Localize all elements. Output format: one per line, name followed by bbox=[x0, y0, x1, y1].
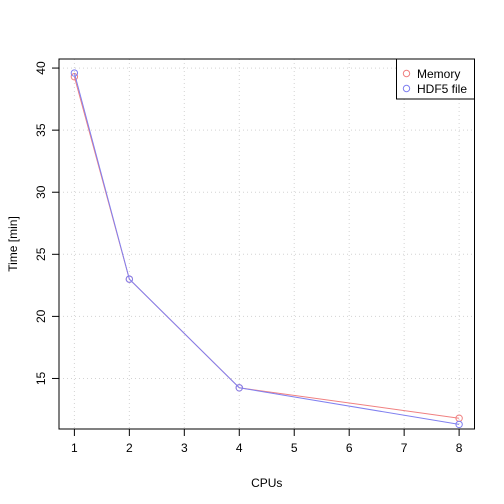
legend-label-memory: Memory bbox=[417, 67, 460, 81]
x-tick-label: 3 bbox=[181, 441, 188, 455]
x-tick-label: 4 bbox=[236, 441, 243, 455]
legend-box bbox=[396, 58, 475, 100]
series-point-1 bbox=[235, 384, 243, 392]
series-point-1 bbox=[70, 69, 79, 77]
y-tick-label: 15 bbox=[34, 371, 48, 385]
x-tick-label: 5 bbox=[291, 441, 298, 455]
y-tick-label: 30 bbox=[34, 185, 48, 199]
y-tick-label: 25 bbox=[34, 247, 48, 261]
y-axis-title: Time [min] bbox=[6, 216, 20, 272]
x-tick-label: 7 bbox=[401, 441, 408, 455]
y-tick-label: 40 bbox=[34, 61, 48, 75]
legend: Memory HDF5 file bbox=[396, 58, 475, 100]
y-tick-label: 35 bbox=[34, 123, 48, 137]
legend-label-hdf5: HDF5 file bbox=[417, 82, 467, 96]
series-point-1 bbox=[125, 275, 134, 283]
x-tick-label: 1 bbox=[71, 441, 78, 455]
axes: 1 2 3 4 5 6 7 8 15 20 25 30 35 40 bbox=[34, 61, 463, 455]
series-line-1 bbox=[73, 72, 460, 425]
series-layer bbox=[70, 69, 463, 429]
legend-marker-hdf5 bbox=[402, 84, 411, 93]
grid-lines bbox=[59, 59, 475, 429]
plot-frame bbox=[58, 58, 475, 430]
series-point-1 bbox=[455, 420, 463, 429]
y-tick-label: 20 bbox=[34, 309, 48, 323]
x-tick-label: 8 bbox=[456, 441, 463, 455]
x-axis-title: CPUs bbox=[251, 476, 282, 490]
legend-marker-memory bbox=[402, 69, 411, 78]
x-tick-label: 2 bbox=[126, 441, 133, 455]
x-tick-label: 6 bbox=[346, 441, 353, 455]
